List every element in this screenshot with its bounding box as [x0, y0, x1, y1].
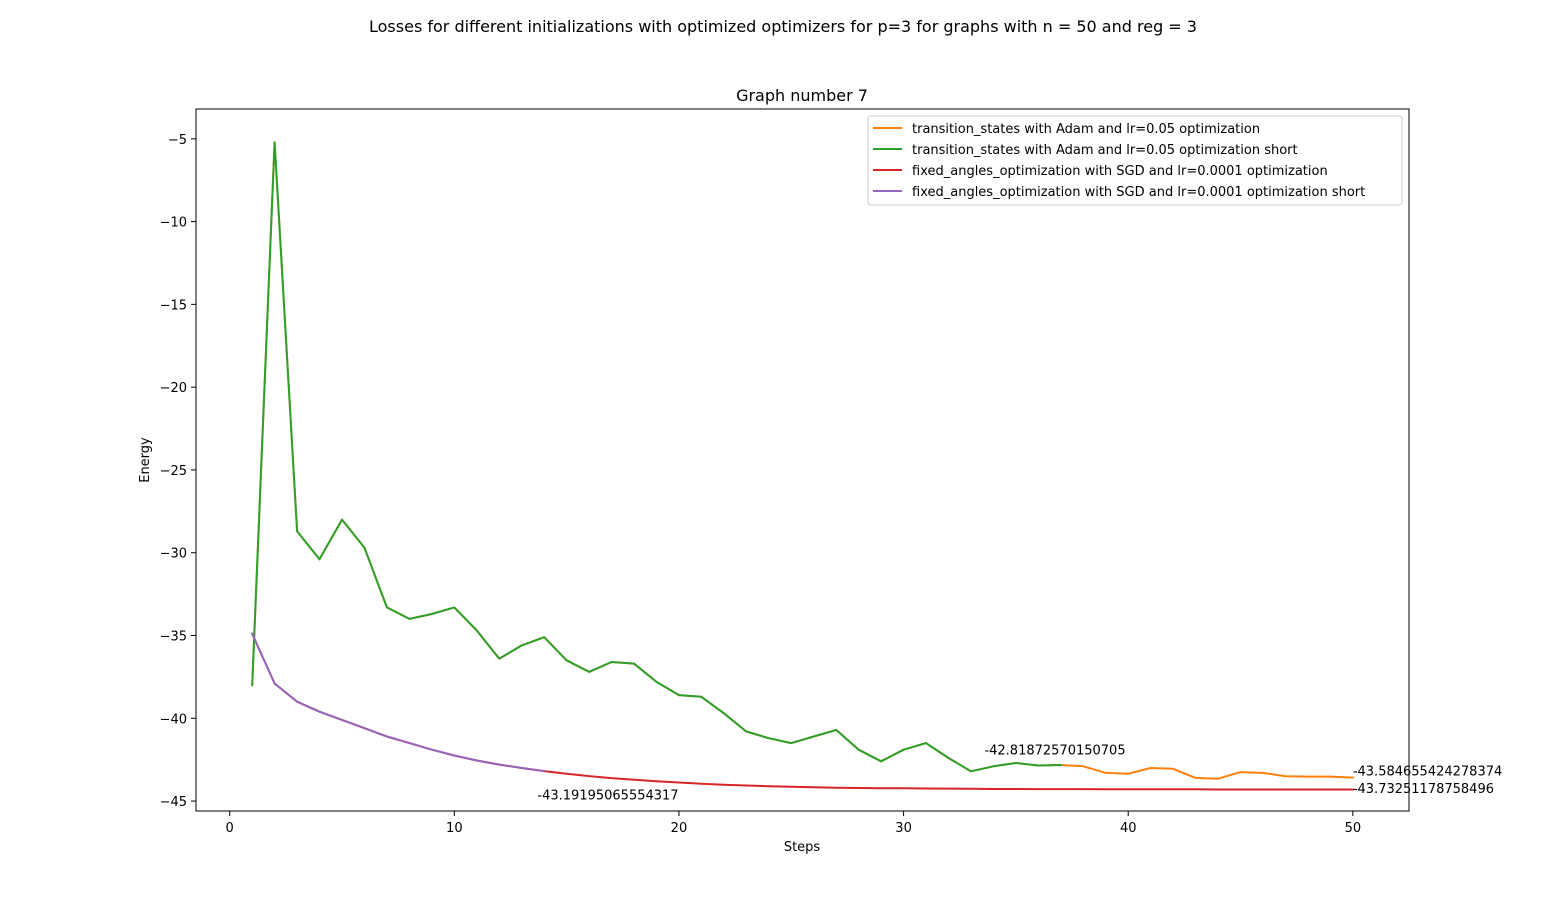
- y-tick-label: −10: [160, 216, 187, 231]
- x-tick-label: 30: [895, 821, 912, 836]
- y-tick-label: −20: [160, 381, 187, 396]
- legend-entry-label: transition_states with Adam and lr=0.05 …: [912, 143, 1298, 158]
- legend-entry-label: transition_states with Adam and lr=0.05 …: [912, 122, 1260, 137]
- axes-title: Graph number 7: [736, 86, 868, 105]
- y-axis: −5 −10 −15 −20 −25 −30 −35 −40 −45: [160, 133, 196, 810]
- value-annotation: -42.81872570150705: [984, 744, 1125, 759]
- y-tick-label: −40: [160, 712, 187, 727]
- value-annotation: -43.584655424278374: [1353, 764, 1502, 779]
- x-tick-label: 20: [671, 821, 688, 836]
- series-line-1: [251, 141, 1354, 780]
- value-annotation: -43.19195065554317: [537, 788, 678, 803]
- x-tick-label: 40: [1120, 821, 1137, 836]
- legend-entry-label: fixed_angles_optimization with SGD and l…: [912, 164, 1328, 179]
- x-tick-label: 50: [1345, 821, 1362, 836]
- y-tick-label: −15: [160, 298, 187, 313]
- y-axis-label: Energy: [138, 437, 153, 483]
- x-tick-label: 0: [226, 821, 234, 836]
- series-line-2: [251, 141, 1062, 773]
- axes-frame: [195, 108, 1410, 812]
- legend-box: [867, 115, 1403, 206]
- y-tick-label: −25: [160, 464, 187, 479]
- y-tick-label: −30: [160, 547, 187, 562]
- legend: transition_states with Adam and lr=0.05 …: [867, 115, 1403, 206]
- legend-entry-label: fixed_angles_optimization with SGD and l…: [912, 185, 1365, 200]
- value-annotation: -43.73251178758496: [1353, 782, 1494, 797]
- series-line-4: [250, 632, 546, 773]
- y-tick-label: −5: [168, 133, 187, 148]
- y-tick-label: −35: [160, 630, 187, 645]
- x-tick-label: 10: [446, 821, 463, 836]
- x-axis-label: Steps: [784, 840, 821, 855]
- series-line-3: [250, 632, 1354, 791]
- y-tick-label: −45: [160, 795, 187, 810]
- annotations: -42.81872570150705 -43.584655424278374 -43…: [537, 744, 1502, 804]
- plot-area: [250, 141, 1354, 791]
- x-axis: 0 10 20 30 40 50: [226, 811, 1362, 836]
- figure-suptitle: Losses for different initializations wit…: [369, 17, 1197, 36]
